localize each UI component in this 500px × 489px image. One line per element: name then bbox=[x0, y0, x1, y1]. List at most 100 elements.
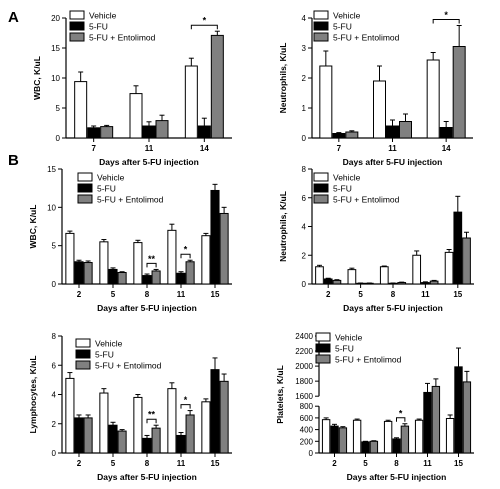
y-axis-title: WBC, K/uL bbox=[28, 205, 38, 249]
significance-marker: ** bbox=[148, 254, 156, 264]
bar-entolimod bbox=[332, 279, 342, 285]
bar-vehicle bbox=[167, 388, 177, 454]
y-tick-label: 2 bbox=[302, 74, 307, 83]
bar-5fu bbox=[210, 189, 220, 285]
significance-bracket bbox=[396, 417, 406, 422]
y-axis-title: Neutrophils, K/uL bbox=[278, 43, 288, 114]
y-axis-title: WBC, K/uL bbox=[32, 56, 42, 100]
bar-5fu bbox=[323, 278, 333, 285]
legend-swatch-vehicle bbox=[77, 172, 93, 182]
x-tick-label: 11 bbox=[388, 144, 397, 153]
y-axis-title: Neutrophils, K/uL bbox=[278, 191, 288, 262]
y-tick-label: 4 bbox=[52, 391, 57, 400]
y-tick-label: 0 bbox=[302, 280, 307, 289]
legend-swatch-vehicle bbox=[69, 10, 85, 20]
significance-marker: * bbox=[203, 16, 207, 26]
y-axis-title: Platelets, K/uL bbox=[275, 365, 285, 424]
x-tick-label: 2 bbox=[332, 459, 337, 468]
y-tick-label: 0 bbox=[302, 134, 307, 143]
legend-swatch-vehicle bbox=[313, 172, 329, 182]
y-tick-label: 2400 bbox=[295, 332, 313, 341]
y-tick-label: 200 bbox=[300, 437, 314, 446]
significance-marker: ** bbox=[148, 410, 156, 420]
x-tick-label: 2 bbox=[77, 290, 82, 299]
bar-entolimod bbox=[345, 131, 359, 139]
bar-5fu bbox=[330, 425, 339, 454]
y-tick-label: 4 bbox=[302, 223, 307, 232]
bar-vehicle bbox=[315, 266, 324, 285]
y-tick-label: 6 bbox=[52, 361, 57, 370]
y-tick-label: 0 bbox=[56, 134, 61, 143]
bar-entolimod bbox=[151, 427, 161, 454]
y-tick-label: 5 bbox=[52, 242, 57, 251]
legend-label-5fu: 5-FU bbox=[97, 184, 116, 194]
legend-swatch-5fu bbox=[77, 183, 93, 193]
bar-vehicle bbox=[347, 269, 357, 285]
y-tick-label: 0 bbox=[52, 280, 57, 289]
bar-vehicle bbox=[65, 232, 75, 285]
x-tick-label: 11 bbox=[421, 290, 430, 299]
significance-marker: * bbox=[399, 408, 403, 418]
y-axis-title: Lymphocytes, K/uL bbox=[28, 355, 38, 433]
x-tick-label: 5 bbox=[111, 290, 116, 299]
bar-5fu bbox=[332, 133, 346, 139]
chart-a-neutrophils: 0 1 2 3 4 7 11 14 * Days after 5-FU injection Neut… bbox=[278, 10, 473, 167]
bar-vehicle bbox=[383, 420, 393, 454]
legend-swatch-entolimod bbox=[315, 354, 331, 364]
bar-entolimod bbox=[399, 121, 412, 139]
bar-entolimod bbox=[429, 280, 439, 285]
bar-5fu bbox=[108, 268, 118, 285]
x-axis-title: Days after 5-FU injection bbox=[97, 303, 197, 313]
bar-vehicle bbox=[184, 65, 198, 139]
y-tick-label: 6 bbox=[302, 194, 307, 203]
bar-5fu bbox=[142, 125, 156, 139]
x-tick-label: 11 bbox=[145, 144, 154, 153]
bar-vehicle bbox=[74, 81, 88, 139]
bar-entolimod bbox=[117, 430, 127, 454]
bar-entolimod bbox=[155, 120, 169, 139]
y-tick-label: 2 bbox=[302, 251, 307, 260]
legend-swatch-5fu bbox=[69, 21, 85, 31]
y-tick-label: 5 bbox=[56, 104, 61, 113]
y-tick-label: 2 bbox=[52, 420, 57, 429]
significance-bracket bbox=[180, 404, 191, 409]
x-tick-label: 11 bbox=[177, 290, 186, 299]
bar-5fu bbox=[108, 424, 118, 454]
panel-letter-b: B bbox=[8, 152, 19, 169]
x-axis-title: Days after 5-FU injection bbox=[99, 157, 199, 167]
y-tick-label: 2000 bbox=[295, 362, 313, 371]
y-tick-label: 400 bbox=[300, 426, 314, 435]
legend-label-vehicle: Vehicle bbox=[333, 173, 361, 183]
x-tick-label: 15 bbox=[453, 290, 462, 299]
bar-entolimod bbox=[431, 385, 441, 454]
significance-bracket bbox=[180, 253, 191, 259]
bar-entolimod bbox=[185, 414, 195, 454]
bar-vehicle bbox=[414, 419, 424, 454]
y-tick-label: 2200 bbox=[295, 347, 313, 356]
bar-5fu bbox=[210, 369, 220, 454]
legend-swatch-5fu bbox=[315, 343, 331, 353]
y-tick-label: 3 bbox=[302, 44, 307, 53]
bar-vehicle bbox=[133, 242, 143, 285]
x-tick-label: 8 bbox=[391, 290, 396, 299]
significance-marker: * bbox=[184, 395, 188, 405]
bar-entolimod bbox=[397, 282, 407, 285]
legend-swatch-5fu bbox=[75, 349, 91, 359]
bar-vehicle bbox=[129, 93, 143, 139]
bar-5fu bbox=[439, 127, 453, 139]
bar-entolimod bbox=[185, 261, 195, 285]
legend-label-entolimod: 5-FU + Entolimod bbox=[95, 361, 162, 371]
bar-vehicle bbox=[201, 235, 211, 285]
y-tick-label: 4 bbox=[302, 14, 307, 23]
bar-vehicle bbox=[321, 419, 331, 454]
legend-label-vehicle: Vehicle bbox=[95, 339, 123, 349]
y-tick-label: 15 bbox=[47, 165, 56, 174]
x-tick-label: 11 bbox=[177, 459, 186, 468]
legend-label-entolimod: 5-FU + Entolimod bbox=[97, 195, 164, 205]
legend-label-vehicle: Vehicle bbox=[89, 11, 117, 21]
bar-entolimod bbox=[338, 427, 348, 454]
legend-label-entolimod: 5-FU + Entolimod bbox=[89, 33, 156, 43]
bar-entolimod bbox=[369, 440, 379, 454]
